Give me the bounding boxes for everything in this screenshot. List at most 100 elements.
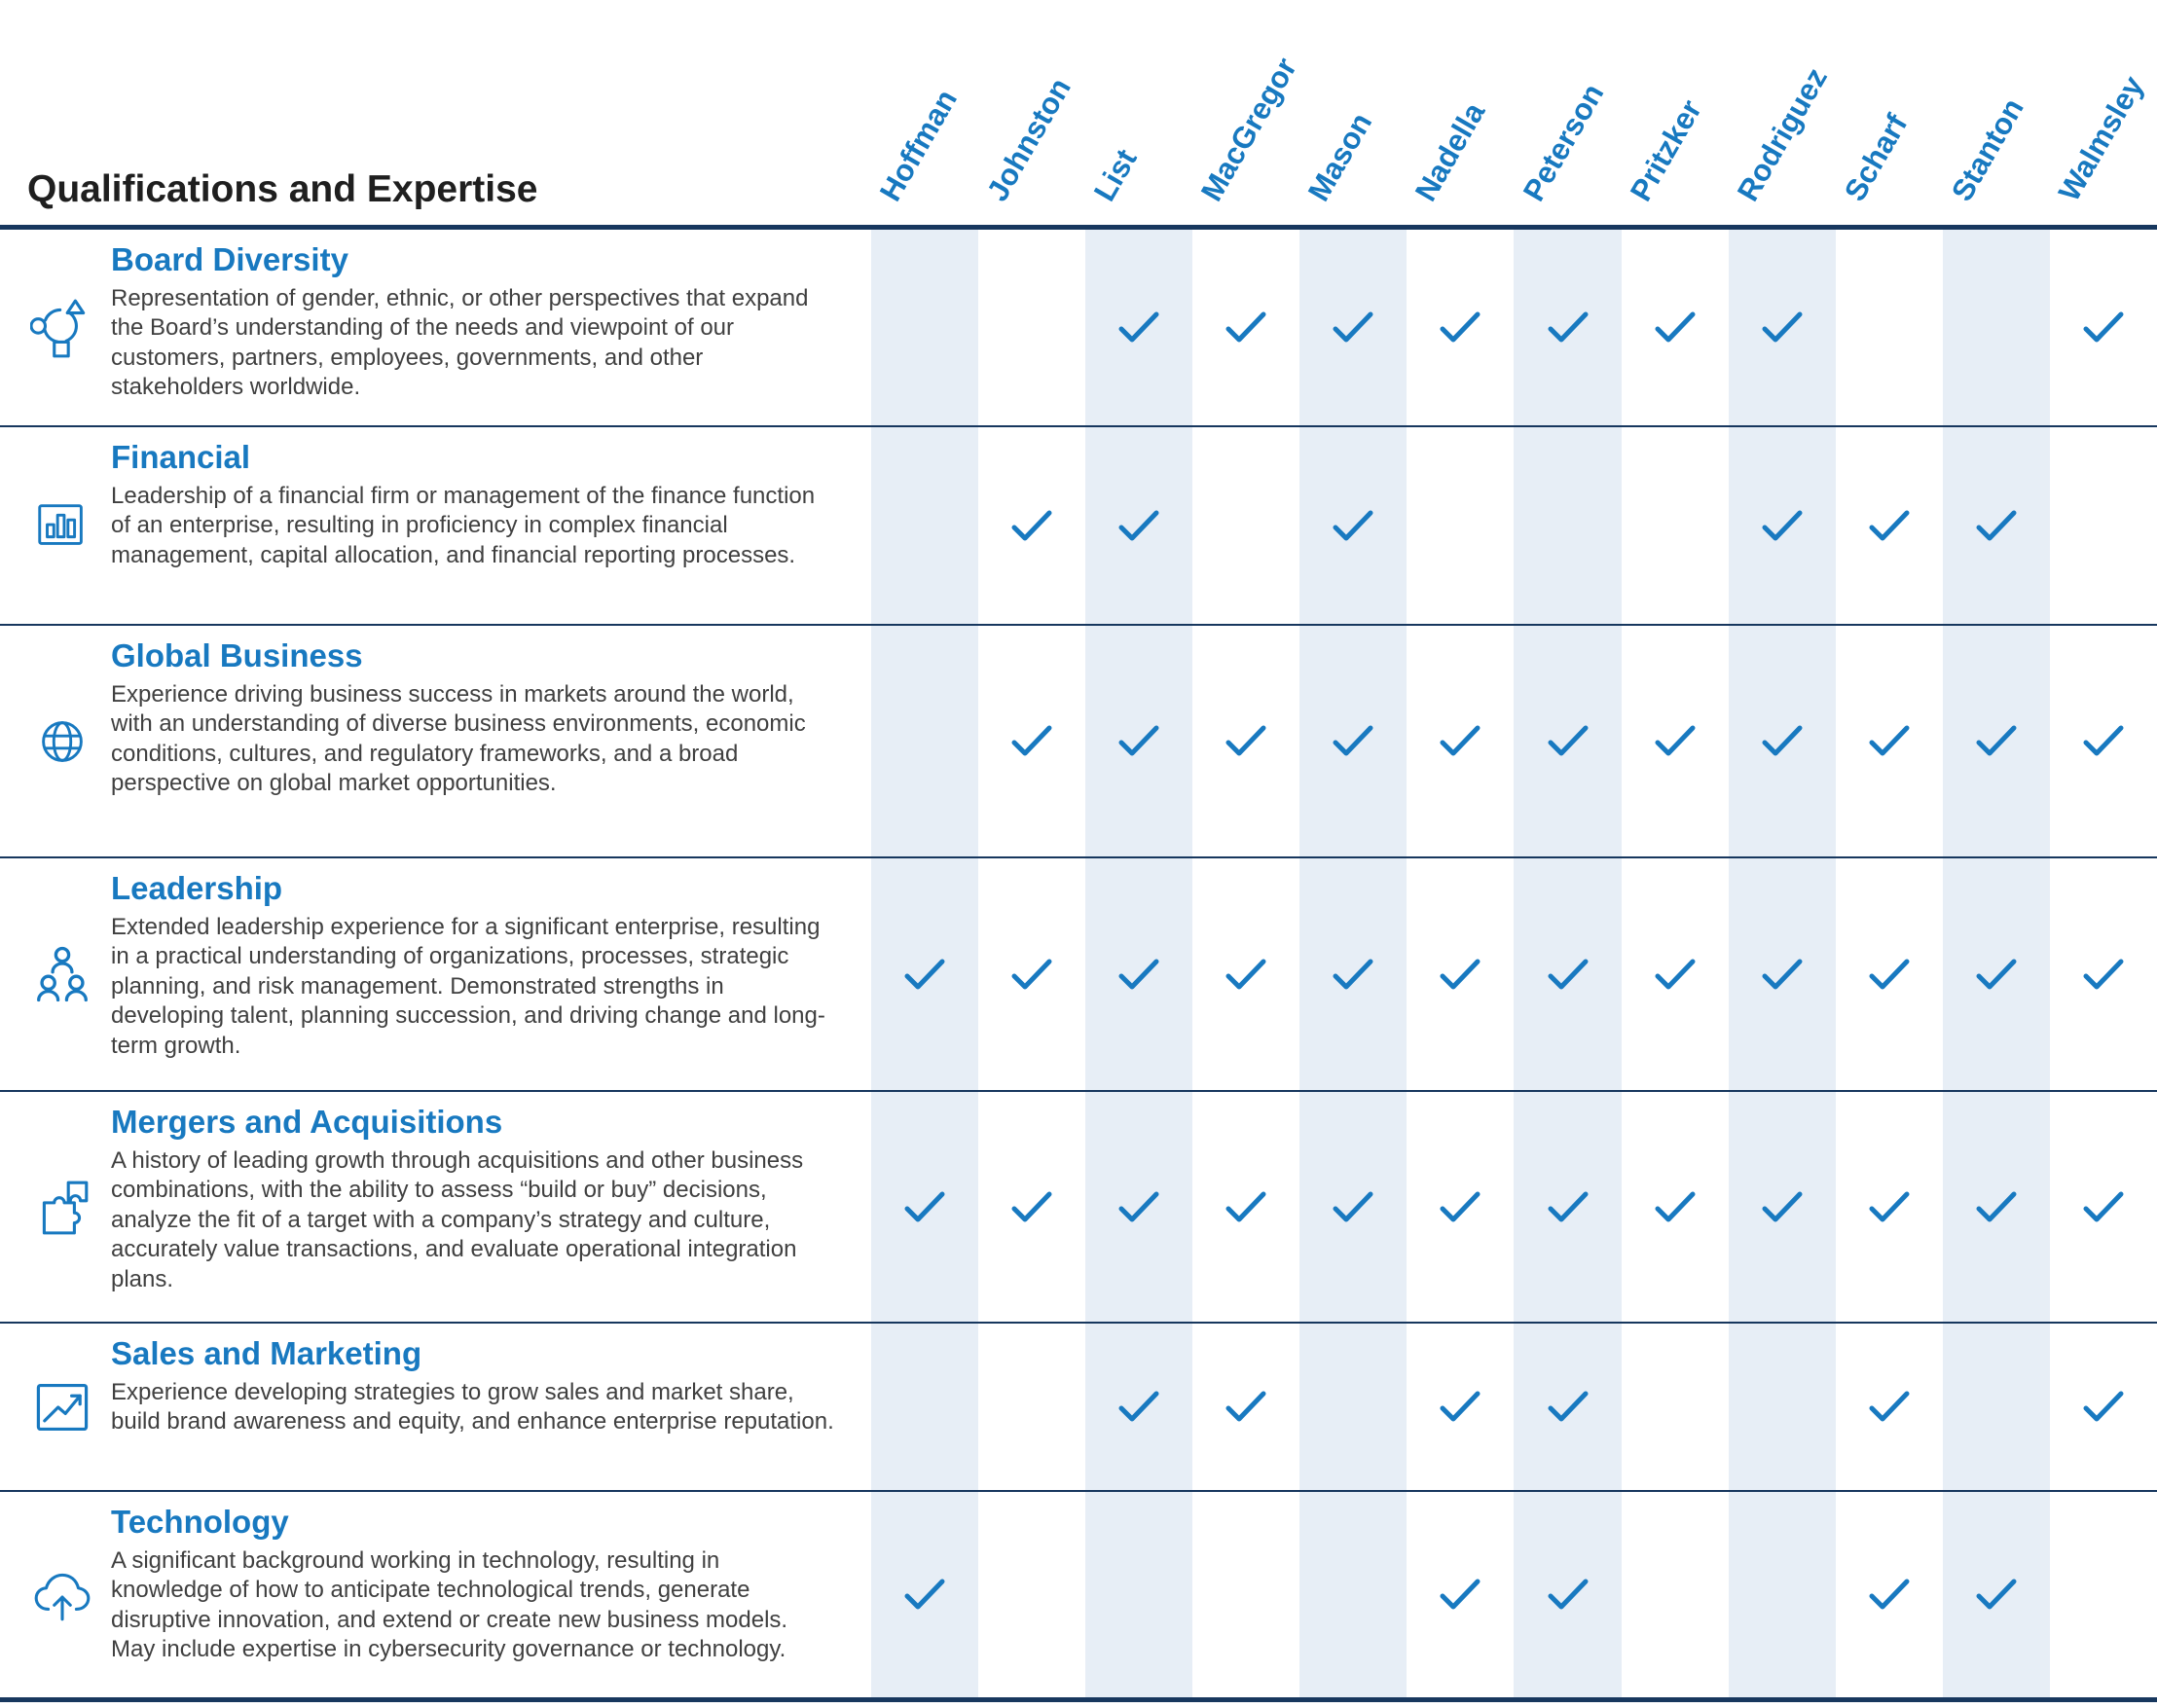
check-global-business-stanton	[1942, 626, 2050, 856]
empty-cell	[1622, 1324, 1729, 1490]
check-icon	[1548, 725, 1588, 756]
check-sales-and-marketing-scharf	[1836, 1324, 1943, 1490]
check-icon	[1762, 959, 1803, 989]
check-icon	[1655, 725, 1696, 756]
row-global-business: Global Business Experience driving busine…	[0, 626, 2157, 858]
check-icon	[1762, 725, 1803, 756]
check-icon	[1976, 510, 2017, 540]
check-icon	[1976, 725, 2017, 756]
check-sales-and-marketing-macgregor	[1192, 1324, 1299, 1490]
check-icon	[1548, 311, 1588, 343]
row-board-diversity: Board Diversity Representation of gender,…	[0, 230, 2157, 427]
qualification-text: Global Business Experience driving busine…	[111, 626, 860, 856]
column-label-peterson: Peterson	[1516, 78, 1610, 207]
check-icon	[1548, 1579, 1588, 1610]
empty-cell	[871, 230, 979, 425]
check-board-diversity-mason	[1299, 230, 1408, 425]
check-icon	[1333, 959, 1373, 989]
check-icon	[1869, 1391, 1910, 1422]
empty-cell	[978, 230, 1085, 425]
qualification-text: Financial Leadership of a financial firm …	[111, 427, 860, 624]
check-icon	[1440, 311, 1481, 343]
empty-cell	[1622, 1492, 1729, 1697]
column-label-mason: Mason	[1301, 106, 1379, 207]
row-mergers-and-acquisitions: Mergers and Acquisitions A history of lea…	[0, 1092, 2157, 1324]
check-leadership-rodriguez	[1728, 858, 1836, 1090]
empty-cell	[1299, 1324, 1408, 1490]
check-mergers-and-acquisitions-list	[1085, 1092, 1193, 1322]
check-board-diversity-list	[1085, 230, 1193, 425]
qualification-description: Leadership of a financial firm or manage…	[111, 483, 816, 568]
globe-icon	[14, 626, 111, 856]
qualification-title: Global Business	[111, 637, 363, 673]
check-mergers-and-acquisitions-walmsley	[2050, 1092, 2157, 1322]
qualification-description: Representation of gender, ethnic, or oth…	[111, 285, 809, 401]
empty-cell	[1085, 1492, 1193, 1697]
check-icon	[1333, 725, 1373, 756]
check-mergers-and-acquisitions-macgregor	[1192, 1092, 1299, 1322]
check-mergers-and-acquisitions-rodriguez	[1728, 1092, 1836, 1322]
check-icon	[1225, 725, 1266, 756]
check-leadership-scharf	[1836, 858, 1943, 1090]
check-icon	[1118, 510, 1159, 540]
column-labels: Hoffman Johnston List MacGregor Mason Nadella…	[0, 0, 2157, 225]
empty-cell	[1622, 427, 1729, 624]
qualification-description: Experience developing strategies to grow…	[111, 1379, 834, 1435]
check-leadership-mason	[1299, 858, 1408, 1090]
check-icon	[1976, 1191, 2017, 1221]
check-icon	[1333, 1191, 1373, 1221]
column-label-scharf: Scharf	[1837, 108, 1915, 207]
check-icon	[2083, 725, 2124, 756]
row-leadership: Leadership Extended leadership experience…	[0, 858, 2157, 1092]
qualification-text: Board Diversity Representation of gender,…	[111, 230, 860, 425]
check-icon	[1655, 311, 1696, 343]
check-leadership-pritzker	[1622, 858, 1729, 1090]
qualification-title: Technology	[111, 1504, 289, 1540]
qualification-text: Sales and Marketing Experience developing…	[111, 1324, 860, 1490]
qualification-title: Sales and Marketing	[111, 1335, 422, 1371]
check-leadership-walmsley	[2050, 858, 2157, 1090]
empty-cell	[871, 1324, 979, 1490]
empty-cell	[978, 1492, 1085, 1697]
empty-cell	[1299, 1492, 1408, 1697]
qualification-cell: Technology A significant background worki…	[0, 1492, 871, 1697]
empty-cell	[1407, 427, 1514, 624]
qualification-cell: Global Business Experience driving busine…	[0, 626, 871, 856]
check-icon	[1548, 959, 1588, 989]
qualification-title: Leadership	[111, 870, 283, 906]
check-technology-peterson	[1514, 1492, 1622, 1697]
check-icon	[1976, 959, 2017, 989]
check-icon	[1118, 725, 1159, 756]
check-board-diversity-pritzker	[1622, 230, 1729, 425]
check-global-business-peterson	[1514, 626, 1622, 856]
empty-cell	[1728, 1492, 1836, 1697]
check-icon	[1225, 311, 1266, 343]
check-global-business-johnston	[978, 626, 1085, 856]
check-icon	[1333, 510, 1373, 540]
check-leadership-hoffman	[871, 858, 979, 1090]
empty-cell	[978, 1324, 1085, 1490]
check-icon	[1869, 959, 1910, 989]
check-icon	[2083, 959, 2124, 989]
check-board-diversity-rodriguez	[1728, 230, 1836, 425]
check-board-diversity-macgregor	[1192, 230, 1299, 425]
empty-cell	[2050, 1492, 2157, 1697]
check-icon	[1225, 1191, 1266, 1221]
check-sales-and-marketing-walmsley	[2050, 1324, 2157, 1490]
check-financial-rodriguez	[1728, 427, 1836, 624]
check-board-diversity-walmsley	[2050, 230, 2157, 425]
qualification-title: Financial	[111, 439, 251, 475]
check-leadership-nadella	[1407, 858, 1514, 1090]
people-icon	[14, 858, 111, 1090]
qualification-text: Mergers and Acquisitions A history of lea…	[111, 1092, 860, 1322]
empty-cell	[1728, 1324, 1836, 1490]
qualification-cell: Financial Leadership of a financial firm …	[0, 427, 871, 624]
qualification-title: Mergers and Acquisitions	[111, 1104, 503, 1140]
check-icon	[1762, 311, 1803, 343]
puzzle-icon	[14, 1092, 111, 1322]
check-financial-johnston	[978, 427, 1085, 624]
check-icon	[1225, 1391, 1266, 1422]
qualification-description: Experience driving business success in m…	[111, 681, 806, 797]
trend-chart-icon	[14, 1324, 111, 1490]
